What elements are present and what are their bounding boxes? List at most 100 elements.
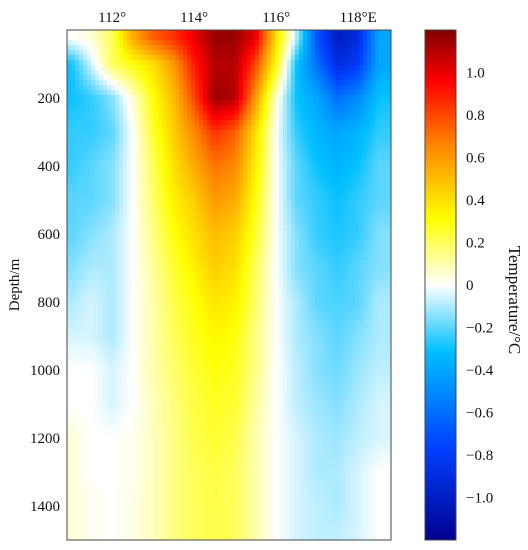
heatmap-cell — [207, 265, 212, 271]
heatmap-cell — [283, 290, 288, 296]
heatmap-cell — [207, 30, 212, 36]
heatmap-cell — [67, 45, 72, 51]
heatmap-cell — [307, 280, 312, 286]
heatmap-cell — [187, 30, 192, 36]
heatmap-cell — [155, 155, 160, 161]
heatmap-cell — [235, 300, 240, 306]
heatmap-cell — [99, 175, 104, 181]
heatmap-cell — [323, 65, 328, 71]
heatmap-cell — [315, 45, 320, 51]
heatmap-cell — [163, 280, 168, 286]
heatmap-cell — [179, 185, 184, 191]
heatmap-cell — [383, 295, 388, 301]
heatmap-cell — [87, 70, 92, 76]
heatmap-cell — [375, 215, 380, 221]
heatmap-cell — [123, 125, 128, 131]
heatmap-cell — [331, 160, 336, 166]
heatmap-cell — [111, 200, 116, 206]
heatmap-cell — [299, 50, 304, 56]
heatmap-cell — [351, 45, 356, 51]
heatmap-cell — [119, 135, 124, 141]
heatmap-cell — [175, 190, 180, 196]
heatmap-cell — [211, 245, 216, 251]
heatmap-cell — [343, 310, 348, 316]
heatmap-cell — [67, 250, 72, 256]
heatmap-cell — [79, 75, 84, 81]
heatmap-cell — [287, 200, 292, 206]
heatmap-cell — [187, 280, 192, 286]
heatmap-cell — [239, 120, 244, 126]
heatmap-cell — [247, 330, 252, 336]
heatmap-cell — [315, 140, 320, 146]
heatmap-cell — [263, 230, 268, 236]
heatmap-cell — [103, 265, 108, 271]
heatmap-cell — [303, 60, 308, 66]
heatmap-cell — [219, 330, 224, 336]
heatmap-cell — [247, 115, 252, 121]
heatmap-cell — [351, 215, 356, 221]
heatmap-cell — [79, 210, 84, 216]
heatmap-cell — [147, 30, 152, 36]
heatmap-cell — [95, 220, 100, 226]
heatmap-cell — [255, 270, 260, 276]
heatmap-cell — [227, 250, 232, 256]
heatmap-cell — [139, 200, 144, 206]
heatmap-cell — [175, 110, 180, 116]
heatmap-cell — [235, 240, 240, 246]
heatmap-cell — [387, 70, 391, 76]
heatmap-cell — [239, 35, 244, 41]
heatmap-cell — [131, 250, 136, 256]
heatmap-cell — [159, 160, 164, 166]
heatmap-cell — [107, 295, 112, 301]
heatmap-cell — [107, 290, 112, 296]
heatmap-cell — [363, 220, 368, 226]
heatmap-cell — [107, 175, 112, 181]
heatmap-cell — [315, 75, 320, 81]
heatmap-cell — [115, 90, 120, 96]
heatmap-cell — [267, 180, 272, 186]
heatmap-cell — [307, 75, 312, 81]
heatmap-cell — [123, 215, 128, 221]
heatmap-cell — [283, 235, 288, 241]
heatmap-cell — [83, 120, 88, 126]
heatmap-cell — [287, 320, 292, 326]
heatmap-cell — [83, 170, 88, 176]
heatmap-cell — [363, 150, 368, 156]
heatmap-cell — [127, 65, 132, 71]
heatmap-cell — [355, 310, 360, 316]
heatmap-cell — [71, 45, 76, 51]
heatmap-cell — [351, 235, 356, 241]
heatmap-cell — [263, 160, 268, 166]
heatmap-cell — [255, 235, 260, 241]
heatmap-cell — [143, 235, 148, 241]
heatmap-cell — [167, 305, 172, 311]
heatmap-cell — [303, 55, 308, 61]
heatmap-cell — [155, 230, 160, 236]
heatmap-cell — [103, 85, 108, 91]
heatmap-cell — [327, 285, 332, 291]
heatmap-cell — [223, 75, 228, 81]
heatmap-cell — [343, 280, 348, 286]
heatmap-cell — [179, 45, 184, 51]
heatmap-cell — [123, 295, 128, 301]
heatmap-cell — [331, 225, 336, 231]
heatmap-cell — [211, 50, 216, 56]
heatmap-cell — [191, 270, 196, 276]
heatmap-cell — [307, 265, 312, 271]
heatmap-cell — [339, 105, 344, 111]
heatmap-cell — [255, 135, 260, 141]
heatmap-cell — [143, 85, 148, 91]
heatmap-cell — [327, 160, 332, 166]
heatmap-cell — [307, 250, 312, 256]
heatmap-cell — [299, 145, 304, 151]
heatmap-cell — [107, 160, 112, 166]
heatmap-cell — [151, 115, 156, 121]
heatmap-cell — [283, 60, 288, 66]
heatmap-cell — [87, 270, 92, 276]
heatmap-cell — [247, 75, 252, 81]
heatmap-cell — [87, 290, 92, 296]
heatmap-cell — [363, 110, 368, 116]
heatmap-cell — [175, 95, 180, 101]
heatmap-cell — [135, 180, 140, 186]
heatmap-cell — [271, 120, 276, 126]
